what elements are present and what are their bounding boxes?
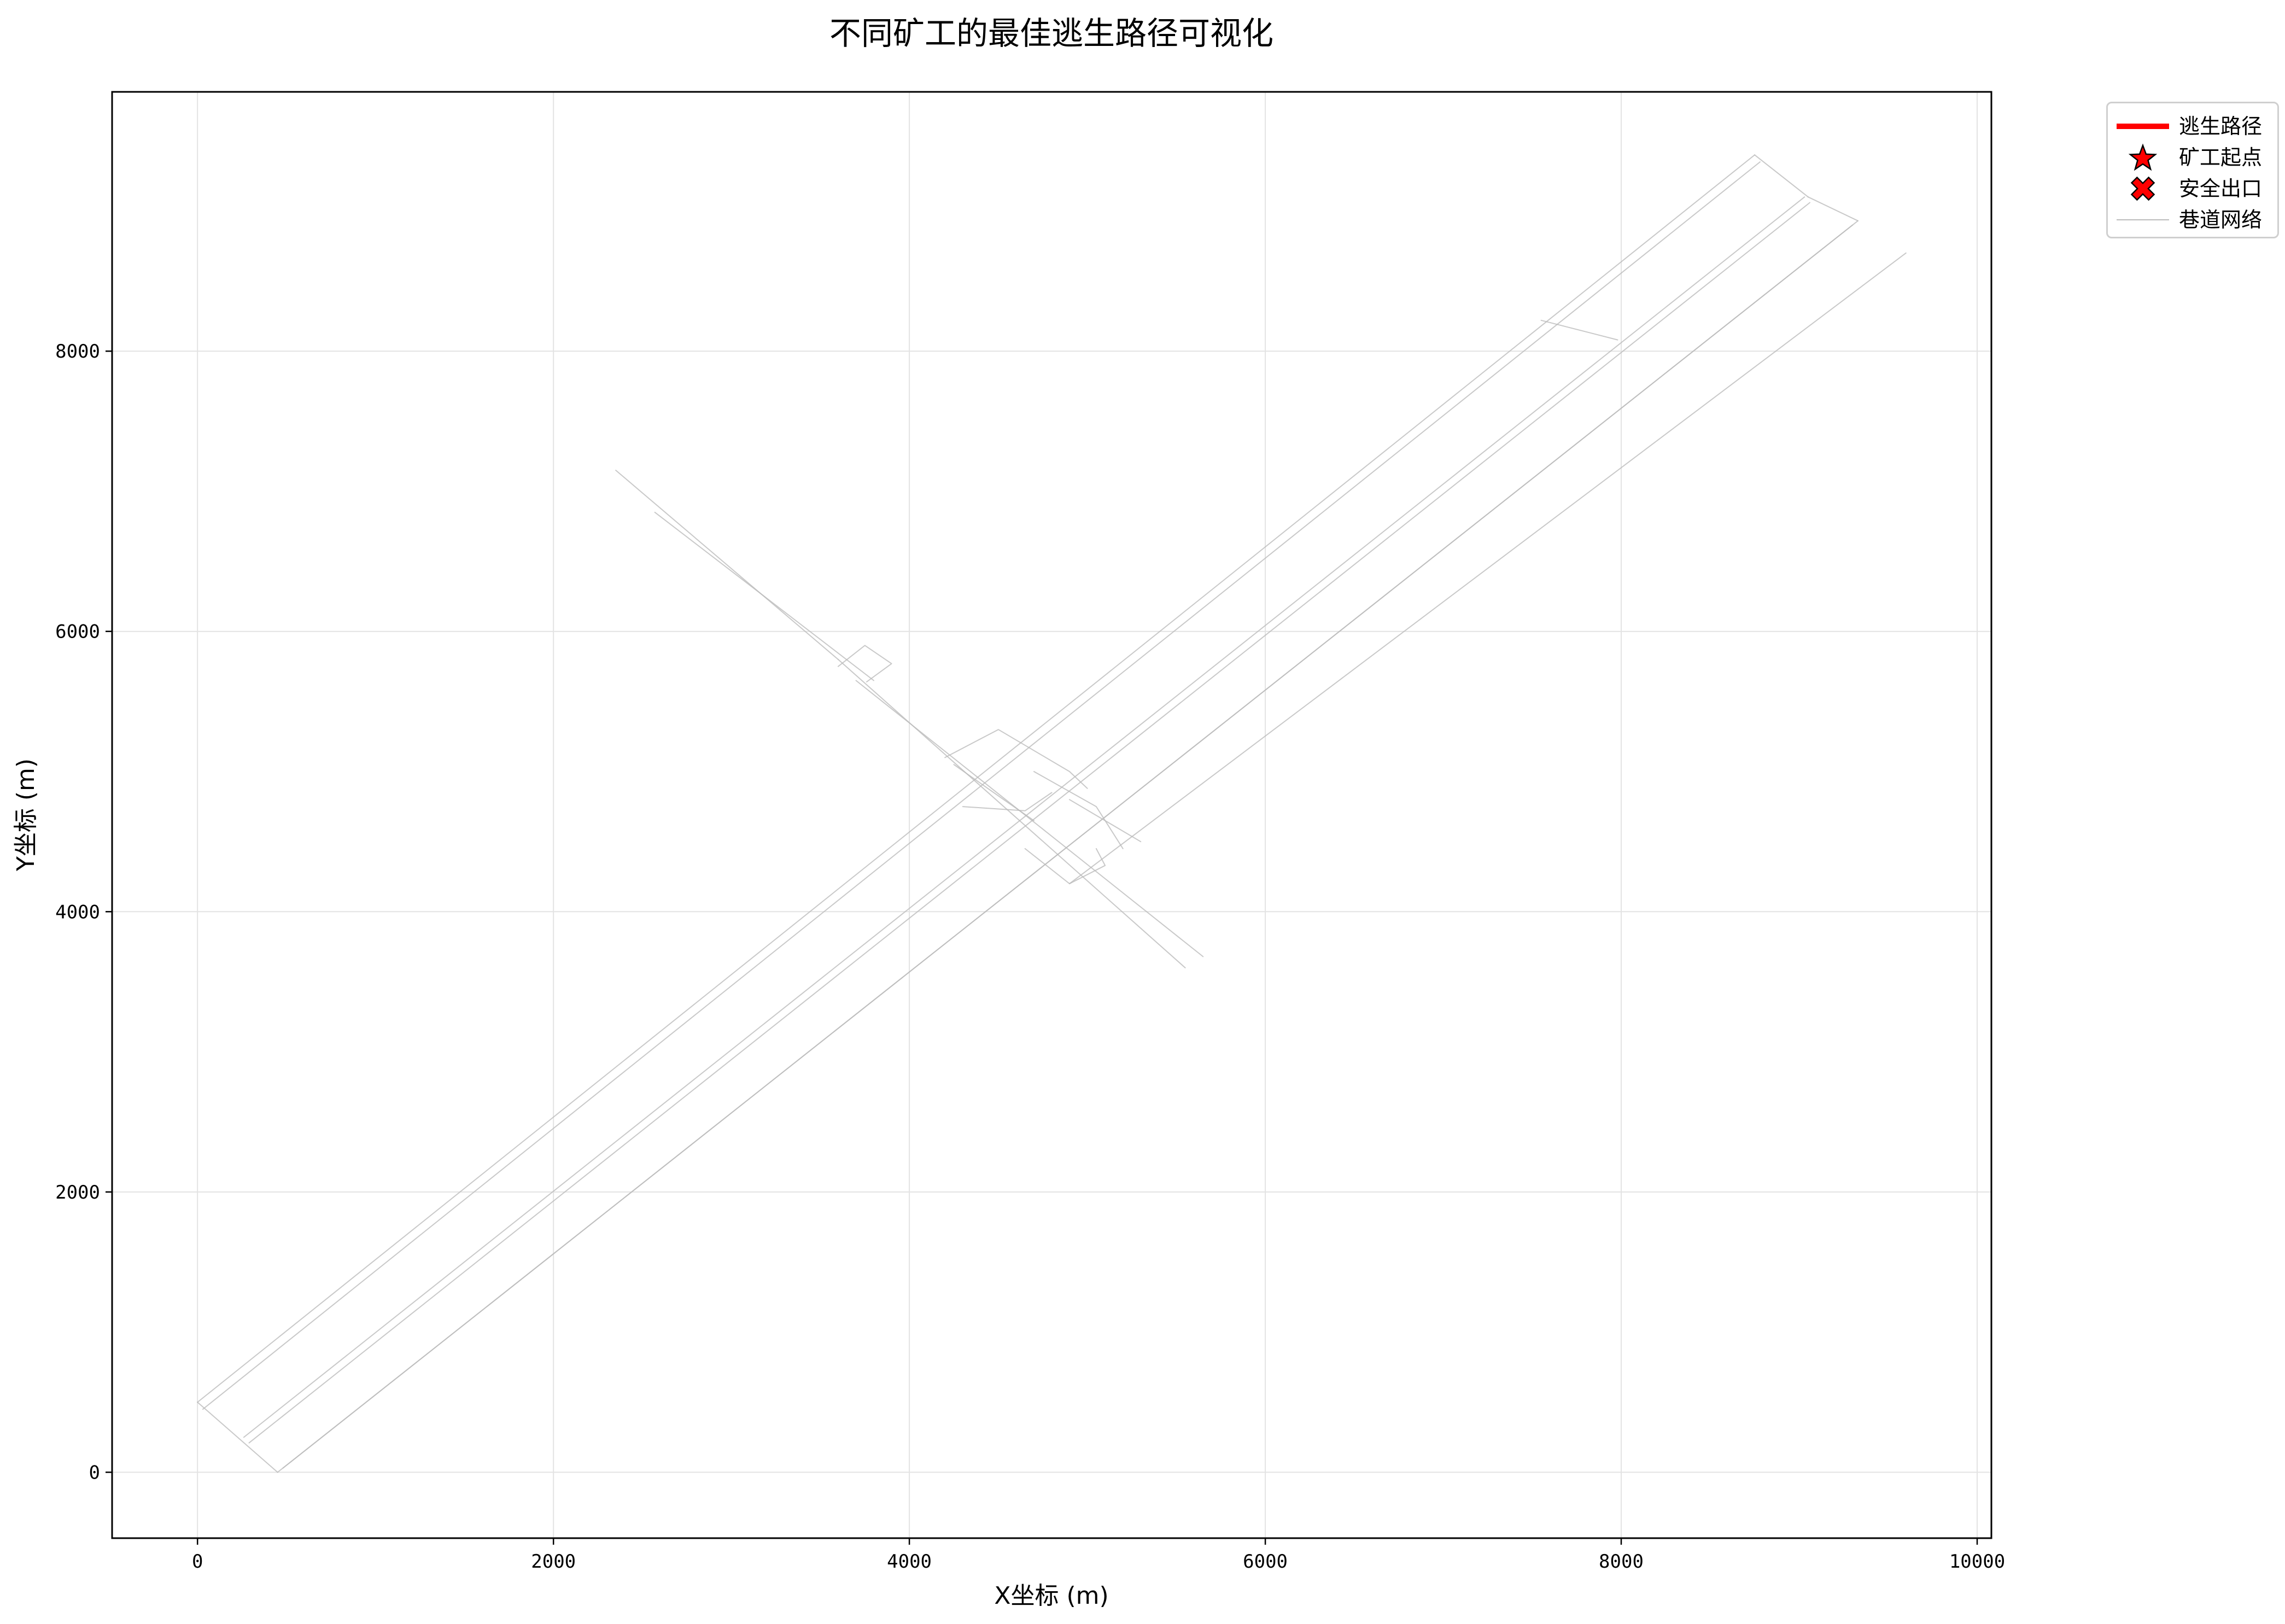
chart-title: 不同矿工的最佳逃生路径可视化 (829, 15, 1273, 52)
x-axis-label: X坐标 (m) (994, 1582, 1108, 1610)
axis-ticks: 0 2000 4000 6000 8000 10000 0 2000 4000 6000 8000 (55, 341, 2005, 1573)
tunnel-segment-14 (855, 680, 1204, 957)
legend: 逃生路径矿工起点安全出口巷道网络 (2106, 102, 2279, 238)
tunnel-segment-10 (1540, 319, 1618, 341)
x-tick-label-0: 0 (192, 1551, 203, 1573)
grid-lines (112, 92, 1991, 1538)
star-icon (2128, 143, 2158, 171)
tunnel-segment-4 (248, 202, 1810, 1444)
y-tick-label-1: 2000 (55, 1182, 100, 1204)
tunnel-segment-20 (962, 792, 1053, 811)
legend-label: 矿工起点 (2179, 145, 2263, 170)
tunnel-segment-0 (197, 154, 1756, 1403)
y-tick-label-3: 6000 (55, 621, 100, 643)
legend-label: 巷道网络 (2179, 208, 2263, 232)
tunnel-segment-2 (197, 1401, 278, 1473)
legend-item-0: 逃生路径 (2108, 111, 2277, 142)
legend-item-2: 安全出口 (2108, 173, 2277, 204)
legend-label: 安全出口 (2179, 177, 2263, 201)
x-tick-label-2: 4000 (887, 1551, 932, 1573)
x-tick-label-3: 6000 (1243, 1551, 1288, 1573)
tunnel-network (197, 154, 1907, 1473)
y-axis-label: Y坐标 (m) (12, 758, 40, 872)
tunnel-segment-17 (953, 764, 1035, 821)
legend-label: 逃生路径 (2179, 114, 2263, 138)
x-tick-label-1: 2000 (531, 1551, 576, 1573)
x-marker-icon (2130, 176, 2155, 201)
x-tick-label-5: 10000 (1949, 1551, 2005, 1573)
axes-frame (111, 91, 1992, 1539)
legend-line-swatch (2117, 124, 2169, 129)
y-tick-label-0: 0 (89, 1462, 100, 1484)
tunnel-segment-18 (1024, 848, 1106, 885)
tunnel-segment-9 (1807, 196, 1859, 221)
tunnel-segment-7 (1069, 252, 1907, 885)
legend-item-1: 矿工起点 (2108, 142, 2277, 173)
tunnel-segment-16 (944, 729, 1088, 789)
tunnel-segment-11 (615, 470, 839, 660)
tunnel-segment-1 (202, 161, 1761, 1410)
tunnel-segment-12 (654, 511, 874, 681)
legend-item-3: 巷道网络 (2108, 205, 2277, 235)
tunnel-segment-21 (1069, 799, 1142, 843)
tunnel-segment-19 (1033, 771, 1124, 849)
tunnel-segment-6 (282, 220, 1859, 1469)
legend-thin-line-swatch (2117, 219, 2169, 220)
tunnel-segment-3 (243, 196, 1805, 1438)
tunnel-segment-13 (837, 659, 1186, 968)
x-tick-label-4: 8000 (1599, 1551, 1644, 1573)
tunnel-segment-15 (837, 645, 892, 682)
tunnel-segment-8 (1754, 154, 1809, 198)
y-tick-label-4: 8000 (55, 341, 100, 363)
y-tick-label-2: 4000 (55, 901, 100, 923)
